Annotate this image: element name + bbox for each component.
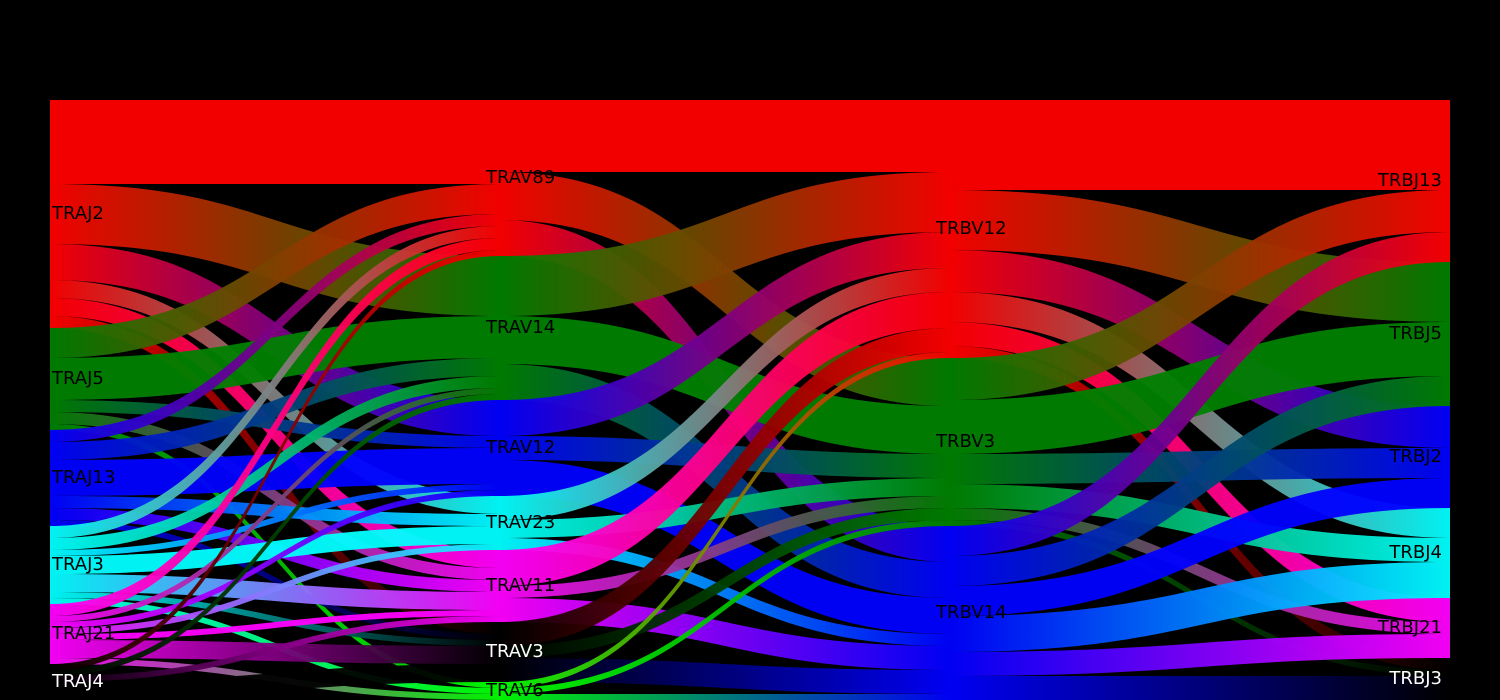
link (950, 232, 1450, 556)
node-label: TRAV89 (485, 167, 555, 188)
link (500, 538, 950, 646)
link (500, 232, 950, 436)
link (50, 490, 500, 628)
link (50, 520, 500, 640)
link (50, 592, 500, 646)
node-label: TRAJ5 (51, 368, 104, 389)
link (500, 328, 950, 646)
link (500, 268, 950, 520)
link (500, 352, 950, 688)
node-label: TRAJ2 (51, 203, 104, 224)
node-label: TRAV14 (485, 317, 555, 338)
node-label: TRAV3 (485, 641, 544, 662)
link (50, 544, 500, 634)
link (50, 226, 500, 538)
node-label: TRBJ2 (1388, 446, 1442, 467)
node-label: TRAJ3 (51, 554, 104, 575)
link (950, 634, 1450, 676)
node-label: TRBJ5 (1388, 323, 1442, 344)
node-label: TRBJ4 (1388, 542, 1442, 563)
link (50, 316, 500, 400)
labels: TRAJ2 TRAJ5 TRAJ13 TRAJ3 TRAJ21 TRAJ4 TRAV89 TR… (51, 167, 1442, 700)
link (500, 598, 950, 670)
node-label: TRBV3 (935, 431, 995, 452)
node-label: TRBV14 (935, 602, 1007, 623)
node-label: TRAV11 (485, 575, 555, 596)
link (950, 100, 1450, 190)
node-label: TRAV12 (485, 437, 555, 458)
link (950, 508, 1450, 634)
link (50, 616, 500, 682)
link (950, 478, 1450, 616)
link (50, 280, 500, 514)
node-label: TRAJ21 (51, 623, 115, 644)
link (50, 250, 500, 670)
link (50, 412, 500, 580)
link (500, 658, 950, 694)
links (50, 100, 1450, 700)
link (500, 496, 950, 598)
link (500, 694, 950, 700)
link (50, 358, 500, 460)
node-label: TRBJ3 (1388, 668, 1442, 689)
link (50, 448, 500, 496)
node-label: TRAJ4 (51, 671, 104, 692)
link (50, 184, 500, 358)
link (50, 610, 500, 640)
link (500, 100, 950, 172)
link (50, 388, 500, 622)
link (500, 520, 950, 694)
link (50, 394, 500, 676)
link (950, 346, 1450, 670)
link (50, 214, 500, 442)
node-label: TRAJ13 (51, 467, 115, 488)
link (50, 526, 500, 574)
node-label: TRBV12 (935, 218, 1007, 239)
link (500, 292, 950, 586)
link (950, 376, 1450, 586)
node-label: TRAV23 (485, 512, 555, 533)
link (50, 238, 500, 616)
link (950, 562, 1450, 652)
link (500, 172, 950, 316)
link (500, 508, 950, 658)
node-label: TRAV6 (485, 680, 544, 700)
link (50, 100, 500, 184)
node-label: TRBJ21 (1377, 617, 1442, 638)
link (50, 484, 500, 556)
link (50, 664, 500, 700)
link (950, 676, 1450, 700)
link (950, 190, 1450, 400)
node-label: TRBJ13 (1377, 170, 1442, 191)
